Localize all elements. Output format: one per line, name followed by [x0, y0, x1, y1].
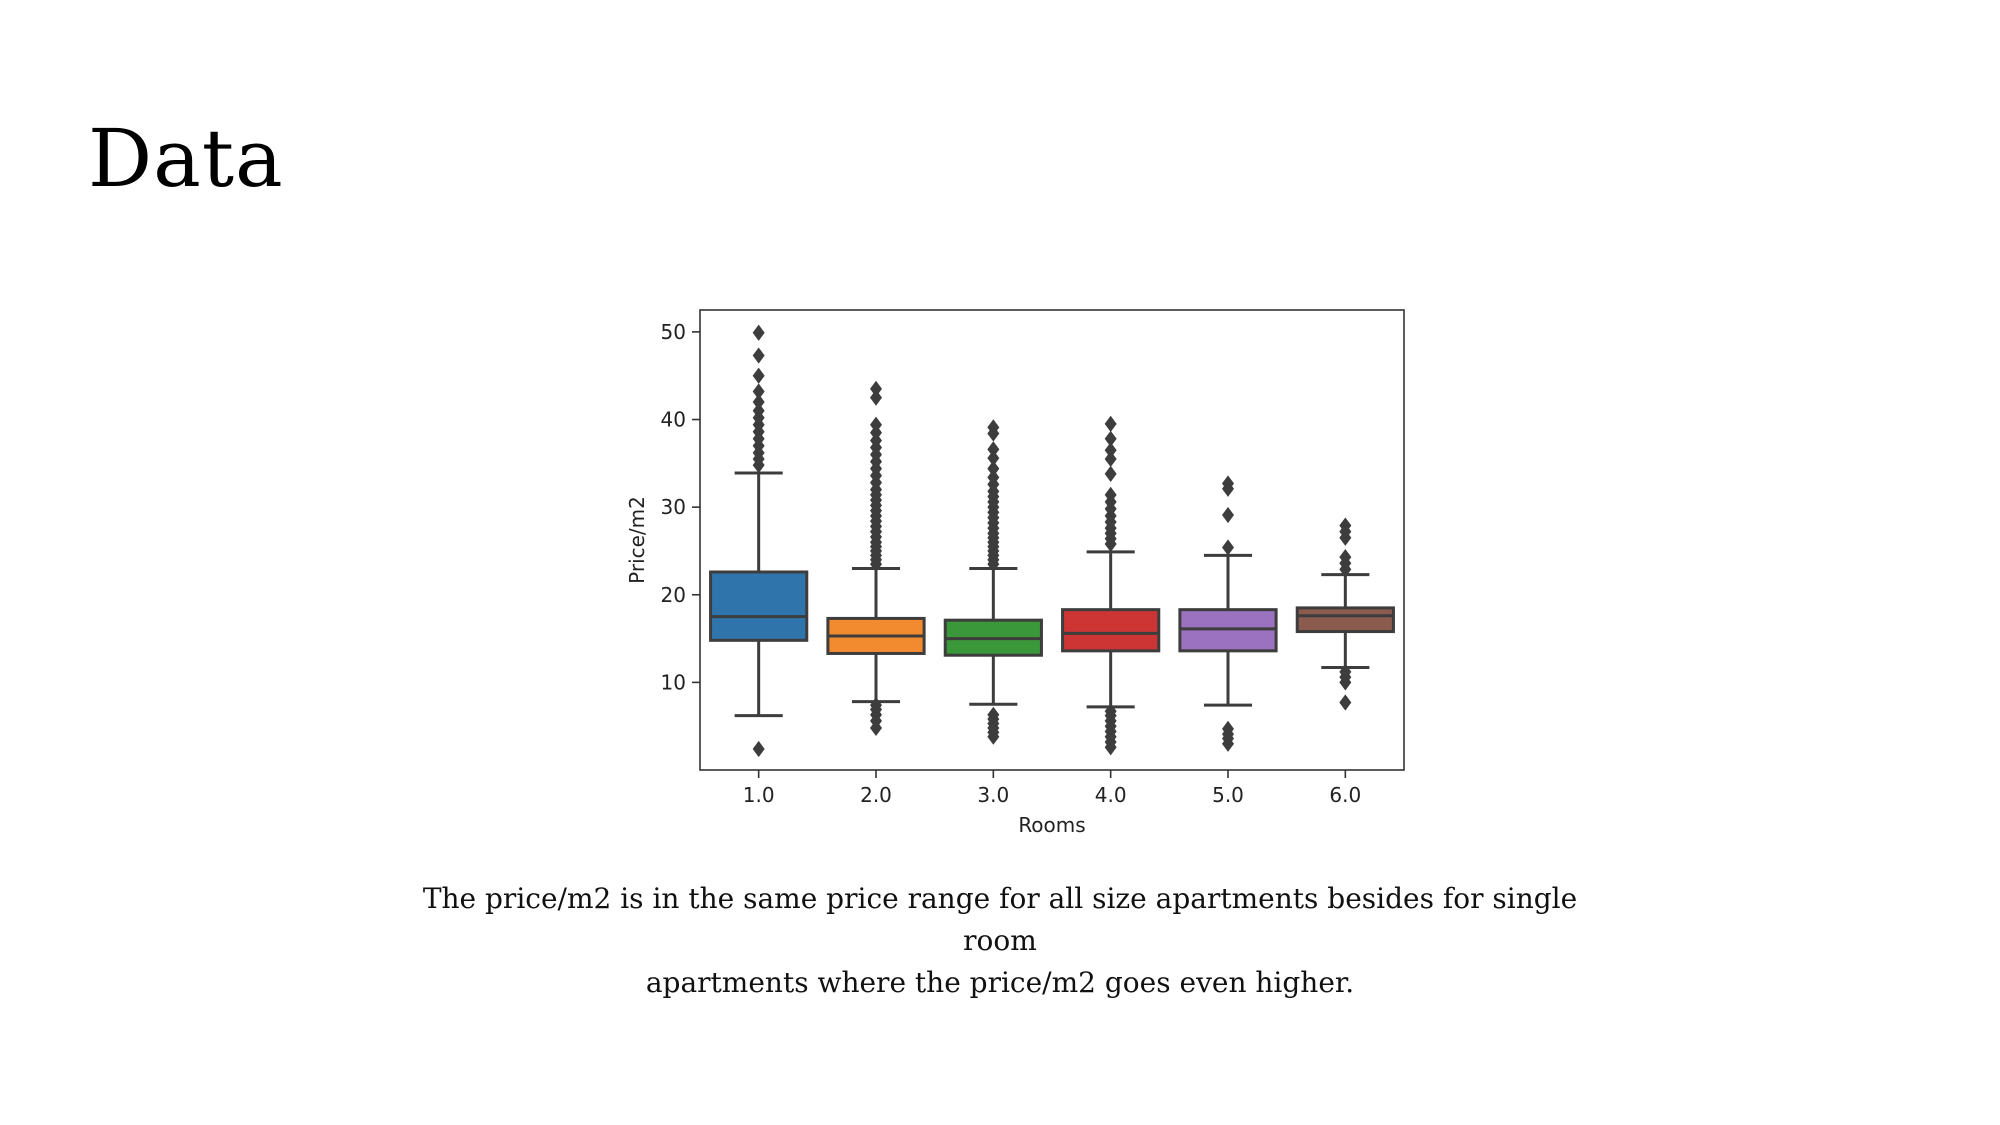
outlier-point: [987, 449, 1000, 467]
box-iqr: [709, 570, 809, 642]
outlier-point: [752, 347, 765, 364]
outlier-point: [987, 706, 1000, 723]
x-tick-label: 6.0: [1329, 783, 1361, 807]
x-tick-label: 1.0: [743, 783, 775, 807]
outlier-point: [752, 367, 765, 384]
box-group-5-0: [1178, 475, 1278, 752]
y-axis-title: Price/m2: [625, 496, 649, 584]
slide-title: Data: [88, 112, 284, 205]
boxplot-svg: 10 20 30 40 50 1.0 2.0 3.0 4.0 5.0 6.0 Price/m2 Ro…: [625, 309, 1405, 837]
outlier-point: [752, 383, 765, 400]
outlier-point: [870, 380, 882, 397]
box-group-4-0: [1061, 415, 1161, 756]
outlier-point: [987, 469, 1000, 486]
outlier-point: [1104, 430, 1117, 447]
outlier-point: [987, 441, 1000, 458]
outlier-point: [752, 740, 765, 758]
y-tick-label: 20: [661, 583, 686, 607]
x-tick-label: 4.0: [1095, 783, 1127, 807]
y-tick-label: 30: [661, 495, 686, 519]
outlier-point: [1222, 539, 1234, 556]
box-group-1-0: [709, 324, 809, 758]
outlier-point: [870, 416, 882, 433]
y-tick-label: 50: [661, 320, 686, 344]
boxplot-chart: 10 20 30 40 50 1.0 2.0 3.0 4.0 5.0 6.0 Price/m2 Ro…: [600, 290, 1430, 850]
caption-line-2: apartments where the price/m2 goes even …: [645, 966, 1355, 999]
outlier-point: [987, 419, 1000, 436]
outlier-point: [1222, 720, 1234, 737]
x-tick-label: 3.0: [977, 783, 1009, 807]
outlier-point: [870, 697, 882, 714]
outlier-point: [1339, 517, 1352, 534]
plot-frame: [699, 309, 1405, 771]
outlier-point: [752, 393, 765, 411]
outlier-point: [752, 402, 765, 419]
outlier-point: [1104, 465, 1117, 482]
box-iqr: [1061, 608, 1161, 653]
x-tick-label: 2.0: [860, 783, 892, 807]
outlier-point: [752, 324, 765, 341]
outlier-point: [1339, 663, 1352, 680]
caption-line-1: The price/m2 is in the same price range …: [422, 882, 1578, 957]
y-tick-label: 10: [661, 670, 686, 694]
x-axis-title: Rooms: [1018, 813, 1085, 837]
outlier-point: [870, 389, 882, 406]
outlier-point: [1339, 548, 1352, 566]
y-tick-label: 40: [661, 408, 686, 432]
outlier-point: [1222, 506, 1234, 524]
box-group-6-0: [1295, 517, 1395, 711]
outlier-point: [1222, 475, 1234, 492]
box-group-3-0: [943, 419, 1043, 745]
slide-caption: The price/m2 is in the same price range …: [400, 878, 1600, 1004]
outlier-point: [1104, 415, 1117, 433]
outlier-point: [1339, 694, 1352, 711]
x-tick-label: 5.0: [1212, 783, 1244, 807]
outlier-point: [987, 460, 1000, 477]
box-group-2-0: [826, 380, 926, 737]
box-iqr: [1295, 606, 1395, 634]
plot-area: 10 20 30 40 50 1.0 2.0 3.0 4.0 5.0 6.0: [661, 309, 1405, 807]
